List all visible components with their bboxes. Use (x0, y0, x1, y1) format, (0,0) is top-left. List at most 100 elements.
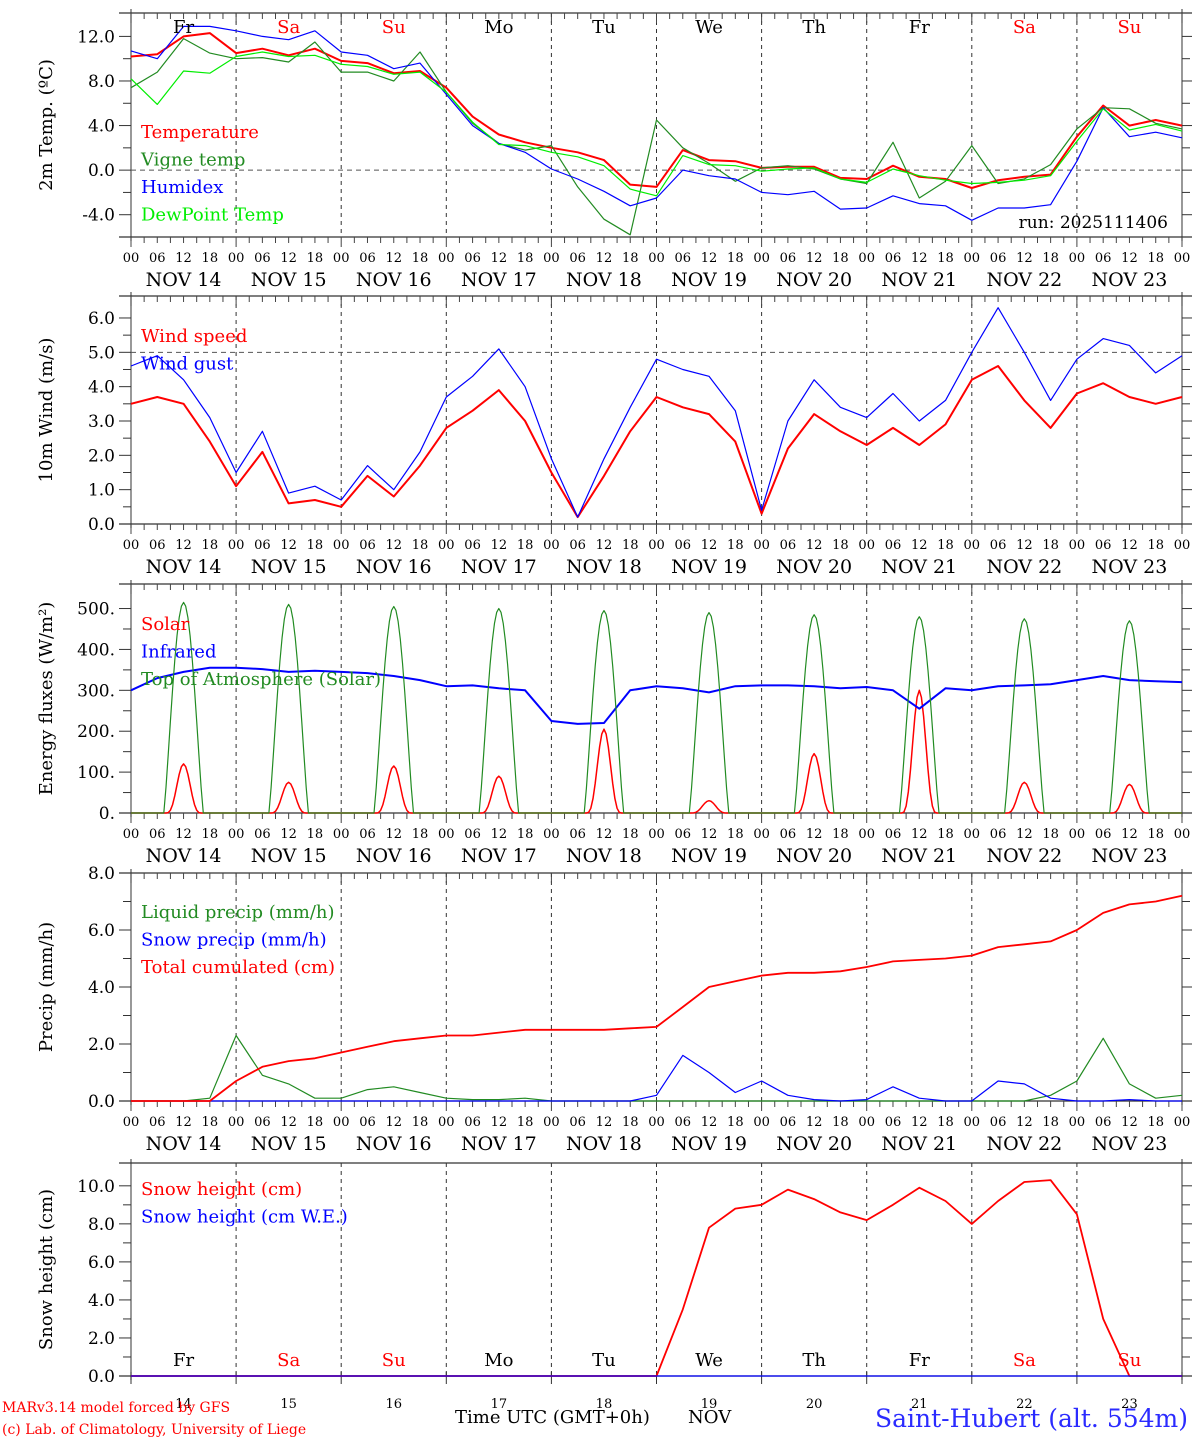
weekday-label: Mo (484, 1350, 513, 1371)
panel-4 (119, 869, 1192, 1111)
series-line-infrared (130, 666, 1183, 725)
weekday-label: Th (802, 1350, 826, 1371)
hour-tick-label: 12 (1016, 1115, 1033, 1130)
hour-tick-label: 12 (385, 538, 402, 553)
hour-tick-label: 18 (307, 827, 324, 842)
y-tick-label: 4.0 (88, 378, 115, 398)
date-label: NOV 18 (566, 845, 642, 867)
hour-tick-label: 18 (517, 251, 534, 266)
y-tick-label: 4.0 (88, 117, 115, 137)
day-number-label: 19 (701, 1397, 718, 1412)
hour-tick-label: 00 (333, 1115, 350, 1130)
day-number-label: 23 (1121, 1397, 1138, 1412)
date-label: NOV 21 (881, 556, 957, 578)
hour-tick-label: 06 (149, 251, 166, 266)
hour-tick-label: 00 (333, 538, 350, 553)
hour-tick-label: 18 (412, 1115, 429, 1130)
weekday-label: Tu (592, 17, 616, 38)
hour-tick-label: 00 (964, 827, 981, 842)
hour-tick-label: 18 (202, 1115, 219, 1130)
date-label: NOV 17 (461, 556, 537, 578)
hour-tick-label: 18 (517, 1115, 534, 1130)
legend-entry: Liquid precip (mm/h) (141, 902, 335, 923)
y-tick-label: 100. (77, 763, 115, 783)
weekday-label: Fr (173, 1350, 194, 1371)
hour-tick-label: 18 (1147, 827, 1164, 842)
hour-tick-label: 00 (1069, 827, 1086, 842)
hour-tick-label: 12 (806, 538, 823, 553)
hour-tick-label: 00 (1174, 1115, 1191, 1130)
series-line-humidex (130, 25, 1183, 221)
y-tick-label: 6.0 (88, 1253, 115, 1273)
y-tick-label: 5.0 (88, 343, 115, 363)
hour-tick-label: 06 (254, 251, 271, 266)
hour-tick-label: 18 (517, 538, 534, 553)
hour-tick-label: 18 (622, 827, 639, 842)
date-label: NOV 19 (671, 845, 747, 867)
day-number-label: 16 (385, 1397, 402, 1412)
hour-tick-label: 00 (123, 1115, 140, 1130)
hour-tick-label: 18 (832, 251, 849, 266)
hour-tick-label: 18 (307, 251, 324, 266)
hour-tick-label: 06 (464, 827, 481, 842)
hour-tick-label: 12 (1121, 251, 1138, 266)
hour-tick-label: 12 (491, 827, 508, 842)
hour-tick-label: 18 (1042, 1115, 1059, 1130)
y-tick-label: 400. (77, 640, 115, 660)
weekday-label: Fr (909, 1350, 930, 1371)
hour-tick-label: 12 (175, 827, 192, 842)
day-number-label: 15 (280, 1397, 297, 1412)
legend-entry: Total cumulated (cm) (141, 957, 335, 978)
y-tick-label: 4.0 (88, 1291, 115, 1311)
series-line-temperature (130, 32, 1183, 189)
date-label: NOV 19 (671, 1133, 747, 1155)
date-label: NOV 14 (146, 1133, 222, 1155)
hour-tick-label: 12 (911, 538, 928, 553)
y-tick-label: 4.0 (88, 978, 115, 998)
hour-tick-label: 12 (701, 1115, 718, 1130)
date-label: NOV 16 (356, 845, 432, 867)
hour-tick-label: 12 (175, 538, 192, 553)
day-number-label: 22 (1016, 1397, 1033, 1412)
y-tick-label: 0.0 (88, 1092, 115, 1112)
hour-tick-label: 12 (491, 251, 508, 266)
hour-tick-label: 18 (1042, 827, 1059, 842)
y-tick-label: 2.0 (88, 1329, 115, 1349)
hour-tick-label: 00 (333, 251, 350, 266)
hour-tick-label: 00 (123, 827, 140, 842)
weekday-label: Sa (1013, 1350, 1036, 1371)
hour-tick-label: 18 (307, 1115, 324, 1130)
hour-tick-label: 06 (149, 1115, 166, 1130)
y-tick-label: 8.0 (88, 1215, 115, 1235)
hour-tick-label: 18 (832, 1115, 849, 1130)
date-label: NOV 22 (986, 556, 1062, 578)
hour-tick-label: 00 (1174, 538, 1191, 553)
hour-tick-label: 06 (990, 1115, 1007, 1130)
weekday-label: Su (382, 17, 406, 38)
panel-2 (119, 292, 1192, 534)
hour-tick-label: 06 (359, 1115, 376, 1130)
y-tick-label: 6.0 (88, 309, 115, 329)
weekday-label: Mo (484, 17, 513, 38)
hour-tick-label: 18 (727, 538, 744, 553)
date-label: NOV 17 (461, 845, 537, 867)
weekday-label: Sa (277, 17, 300, 38)
hour-tick-label: 12 (1016, 251, 1033, 266)
hour-tick-label: 18 (727, 827, 744, 842)
hour-tick-label: 18 (622, 251, 639, 266)
hour-tick-label: 18 (937, 538, 954, 553)
legend-entry: Infrared (141, 642, 216, 663)
date-label: NOV 14 (146, 556, 222, 578)
hour-tick-label: 06 (675, 538, 692, 553)
hour-tick-label: 18 (517, 827, 534, 842)
y-tick-label: 8.0 (88, 72, 115, 92)
hour-tick-label: 12 (491, 1115, 508, 1130)
date-label: NOV 21 (881, 1133, 957, 1155)
hour-tick-label: 06 (780, 827, 797, 842)
hour-tick-label: 00 (543, 827, 560, 842)
hour-tick-label: 00 (543, 538, 560, 553)
hour-tick-label: 00 (964, 1115, 981, 1130)
hour-tick-label: 18 (202, 827, 219, 842)
hour-tick-label: 12 (1016, 538, 1033, 553)
hour-tick-label: 18 (202, 251, 219, 266)
